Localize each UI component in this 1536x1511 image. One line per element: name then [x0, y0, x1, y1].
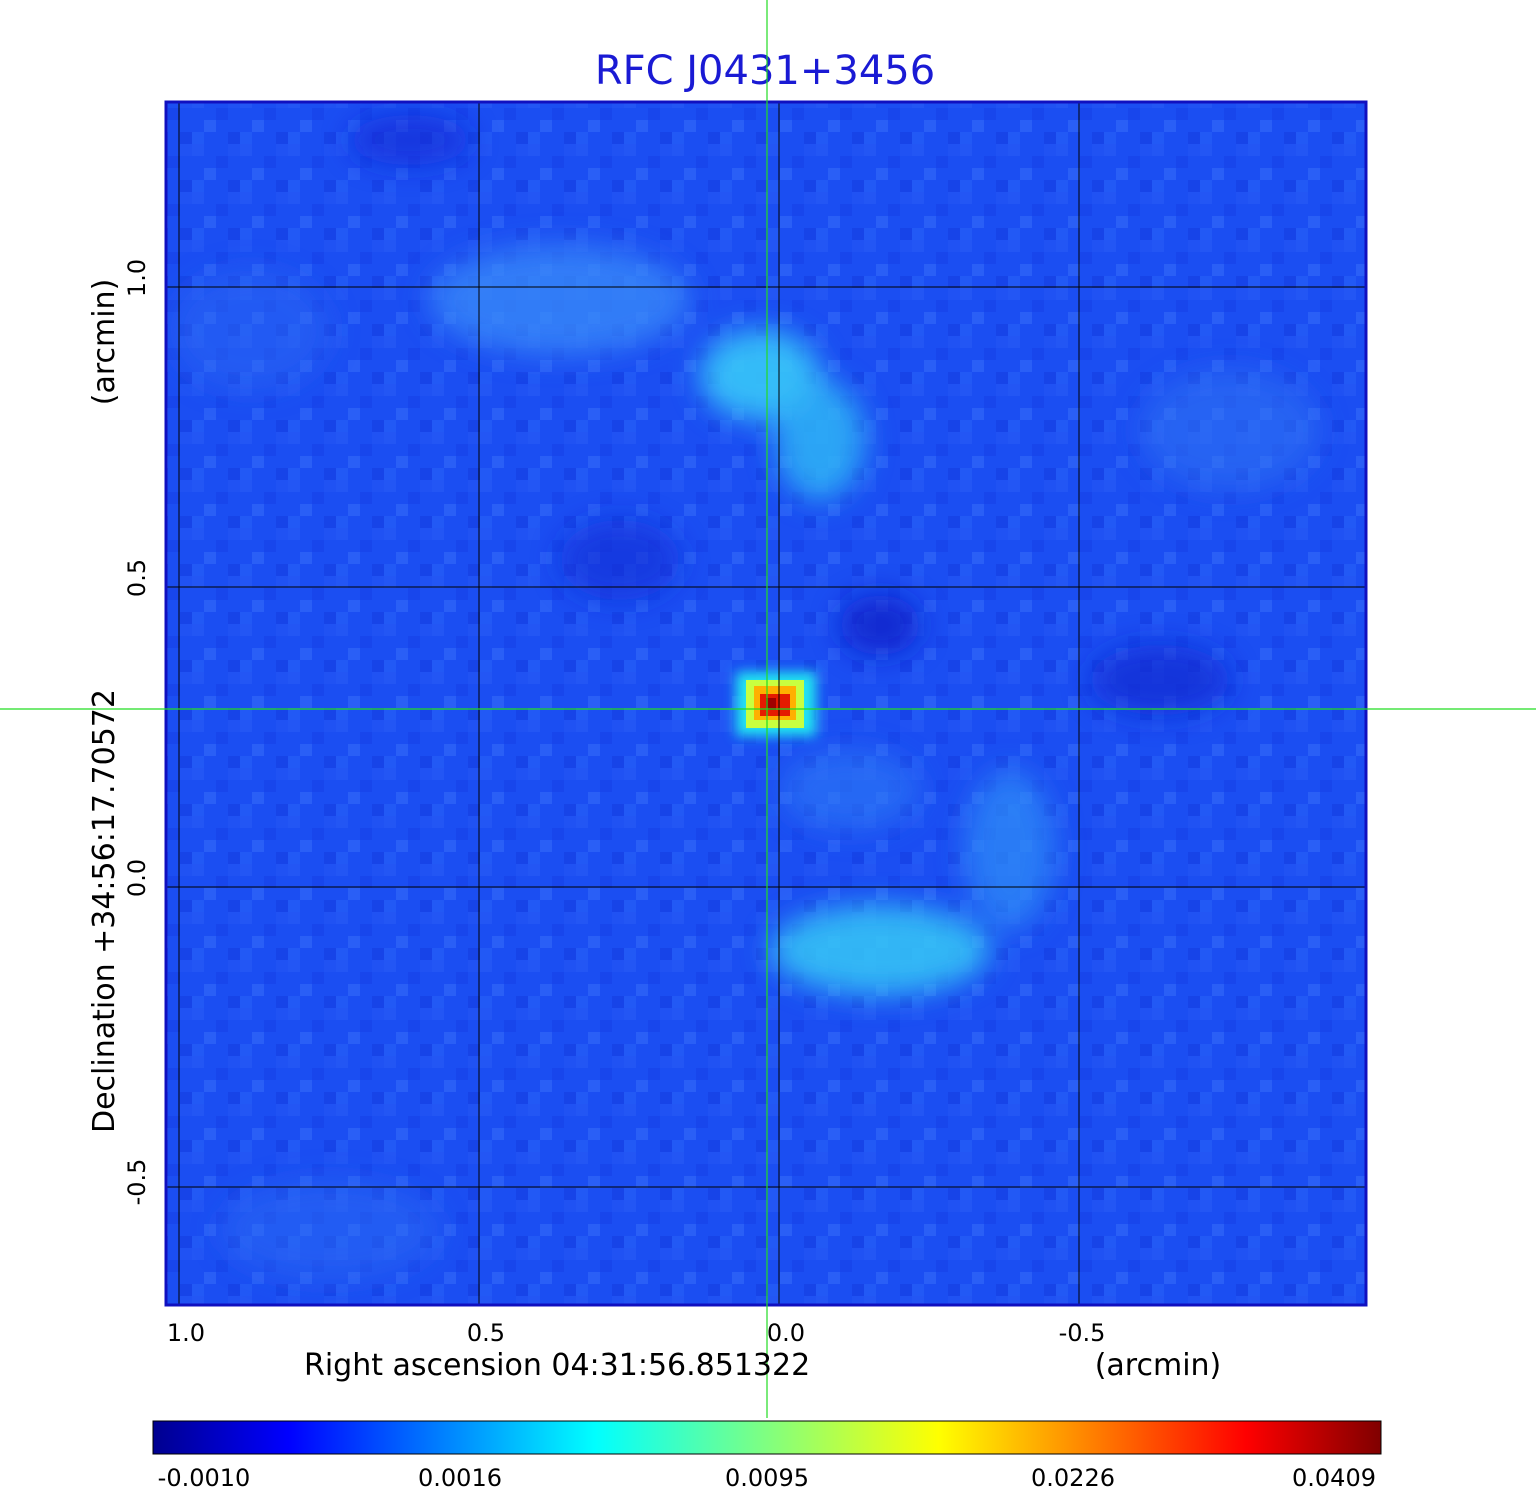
x-tick-label: 0.0: [767, 1319, 805, 1347]
colorbar-tick-label: 0.0095: [725, 1464, 809, 1492]
compact-core: [736, 672, 816, 736]
x-axis-label: Right ascension 04:31:56.851322: [304, 1348, 810, 1383]
negative-spot-4: [350, 115, 470, 165]
y-tick-label: -0.5: [123, 1159, 151, 1206]
colorbar-tick-label: 0.0226: [1031, 1464, 1115, 1492]
plot-title: RFC J0431+3456: [595, 48, 935, 94]
faint-patch-east: [1140, 370, 1320, 490]
colorbar-tick-label: 0.0409: [1292, 1464, 1376, 1492]
southern-arc-peak: [770, 905, 990, 995]
colorbar-tick-label: 0.0016: [418, 1464, 502, 1492]
intensity-map: [166, 102, 1366, 1305]
negative-spot-2: [1090, 645, 1230, 715]
y-axis-unit: (arcmin): [87, 279, 122, 406]
y-tick-label: 1.0: [123, 259, 151, 297]
northern-arc-west: [430, 245, 690, 355]
x-tick-label: 0.5: [467, 1319, 505, 1347]
central-bridge: [780, 750, 920, 830]
northern-arc-tail: [775, 380, 865, 500]
x-tick-label: 1.0: [167, 1319, 205, 1347]
y-tick-label: 0.5: [123, 559, 151, 597]
negative-spot-1: [840, 595, 920, 655]
plot-frame: [164, 100, 1368, 1307]
core-max-pixel: [766, 698, 776, 710]
y-axis-label: Declination +34:56:17.70572: [87, 689, 122, 1133]
negative-spot-3: [560, 520, 680, 600]
faint-patch-southwest: [220, 1180, 440, 1280]
y-tick-label: 0.0: [123, 859, 151, 897]
diffuse-emission: [170, 115, 1320, 1280]
coordinate-grid: [166, 102, 1366, 1305]
x-tick-label: -0.5: [1059, 1319, 1106, 1347]
southern-arc-east: [965, 770, 1055, 930]
faint-patch-west: [170, 270, 330, 390]
colorbar-tick-label: -0.0010: [158, 1464, 251, 1492]
colorbar: [152, 1420, 1382, 1455]
x-axis-unit: (arcmin): [1095, 1348, 1222, 1383]
